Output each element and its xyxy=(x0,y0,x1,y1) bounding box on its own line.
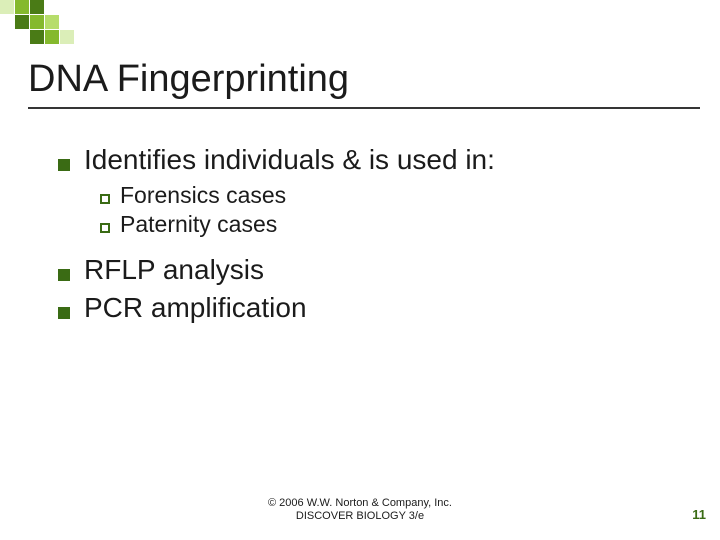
sub-bullet-item: Paternity cases xyxy=(100,211,680,238)
bullet-square-icon xyxy=(58,269,70,281)
footer: © 2006 W.W. Norton & Company, Inc. DISCO… xyxy=(0,497,720,525)
sub-bullet-text: Forensics cases xyxy=(120,182,286,209)
title-block: DNA Fingerprinting xyxy=(28,58,700,109)
logo-square xyxy=(30,15,44,29)
footer-line-1: © 2006 W.W. Norton & Company, Inc. xyxy=(0,497,720,511)
logo-square xyxy=(60,0,74,14)
bullet-text: Identifies individuals & is used in: xyxy=(84,144,495,176)
bullet-text: RFLP analysis xyxy=(84,254,264,286)
sub-bullet-list: Forensics casesPaternity cases xyxy=(100,182,680,238)
logo-square xyxy=(15,15,29,29)
bullet-text: PCR amplification xyxy=(84,292,307,324)
logo-square xyxy=(0,0,14,14)
logo-square xyxy=(15,0,29,14)
logo-square xyxy=(0,15,14,29)
logo-square xyxy=(0,30,14,44)
corner-logo xyxy=(0,0,74,44)
sub-bullet-outline-icon xyxy=(100,194,110,204)
bullet-item: RFLP analysis xyxy=(58,254,680,286)
logo-square xyxy=(60,15,74,29)
page-number: 11 xyxy=(692,507,706,522)
logo-square xyxy=(15,30,29,44)
logo-square xyxy=(30,30,44,44)
logo-square xyxy=(45,30,59,44)
logo-square xyxy=(30,0,44,14)
bullet-item: PCR amplification xyxy=(58,292,680,324)
bullet-square-icon xyxy=(58,307,70,319)
sub-bullet-text: Paternity cases xyxy=(120,211,277,238)
logo-square xyxy=(60,30,74,44)
slide-title: DNA Fingerprinting xyxy=(28,58,700,101)
bullet-square-icon xyxy=(58,159,70,171)
content-area: Identifies individuals & is used in: Fore… xyxy=(58,144,680,330)
logo-square xyxy=(45,15,59,29)
logo-square xyxy=(45,0,59,14)
sub-bullet-outline-icon xyxy=(100,223,110,233)
bullet-item: Identifies individuals & is used in: xyxy=(58,144,680,176)
footer-line-2: DISCOVER BIOLOGY 3/e xyxy=(0,510,720,524)
title-underline xyxy=(28,107,700,109)
sub-bullet-item: Forensics cases xyxy=(100,182,680,209)
